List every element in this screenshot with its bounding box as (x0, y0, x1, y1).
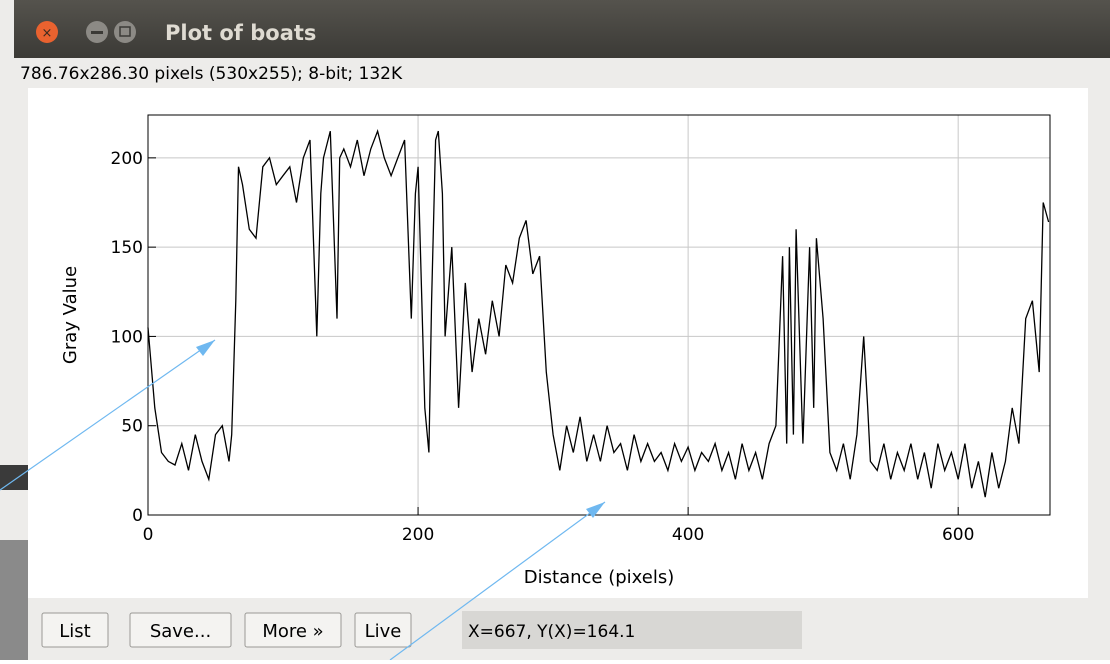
window-title: Plot of boats (165, 21, 316, 45)
button-label: More » (262, 621, 323, 642)
annotation-arrow (389, 501, 606, 661)
maximize-icon (119, 26, 131, 37)
button-label: Save... (150, 621, 211, 642)
y-tick-label: 50 (121, 417, 143, 437)
x-tick-label: 200 (402, 525, 434, 545)
y-tick-label: 0 (132, 506, 143, 526)
arrow-head (586, 502, 605, 518)
title-bar (14, 0, 1110, 58)
background-image (0, 540, 28, 660)
y-tick-label: 150 (111, 238, 143, 258)
status-text: X=667, Y(X)=164.1 (468, 622, 635, 642)
image-info: 786.76x286.30 pixels (530x255); 8-bit; 1… (20, 64, 403, 84)
background-window (0, 465, 28, 490)
y-tick-label: 200 (111, 149, 143, 169)
button-label: List (59, 621, 90, 642)
minimize-icon (91, 31, 103, 34)
profile-line (147, 128, 1050, 498)
close-button[interactable] (36, 21, 58, 43)
maximize-button[interactable] (114, 21, 136, 43)
y-tick-label: 100 (111, 327, 143, 347)
button-label: Live (365, 621, 402, 642)
x-tick-label: 400 (672, 525, 704, 545)
info-bar (14, 58, 1110, 88)
button[interactable] (129, 612, 232, 648)
x-tick-label: 600 (942, 525, 974, 545)
button[interactable] (354, 612, 412, 648)
y-axis-label: Gray Value (60, 266, 81, 364)
arrow-head (196, 340, 215, 356)
status-field (462, 611, 802, 649)
annotation-arrow (0, 339, 216, 491)
button[interactable] (244, 612, 342, 648)
close-icon: × (42, 26, 53, 41)
plot-panel (28, 88, 1088, 598)
plot-frame (147, 114, 1051, 516)
x-tick-label: 0 (143, 525, 154, 545)
button[interactable] (41, 612, 109, 648)
x-axis-label: Distance (pixels) (524, 567, 674, 588)
